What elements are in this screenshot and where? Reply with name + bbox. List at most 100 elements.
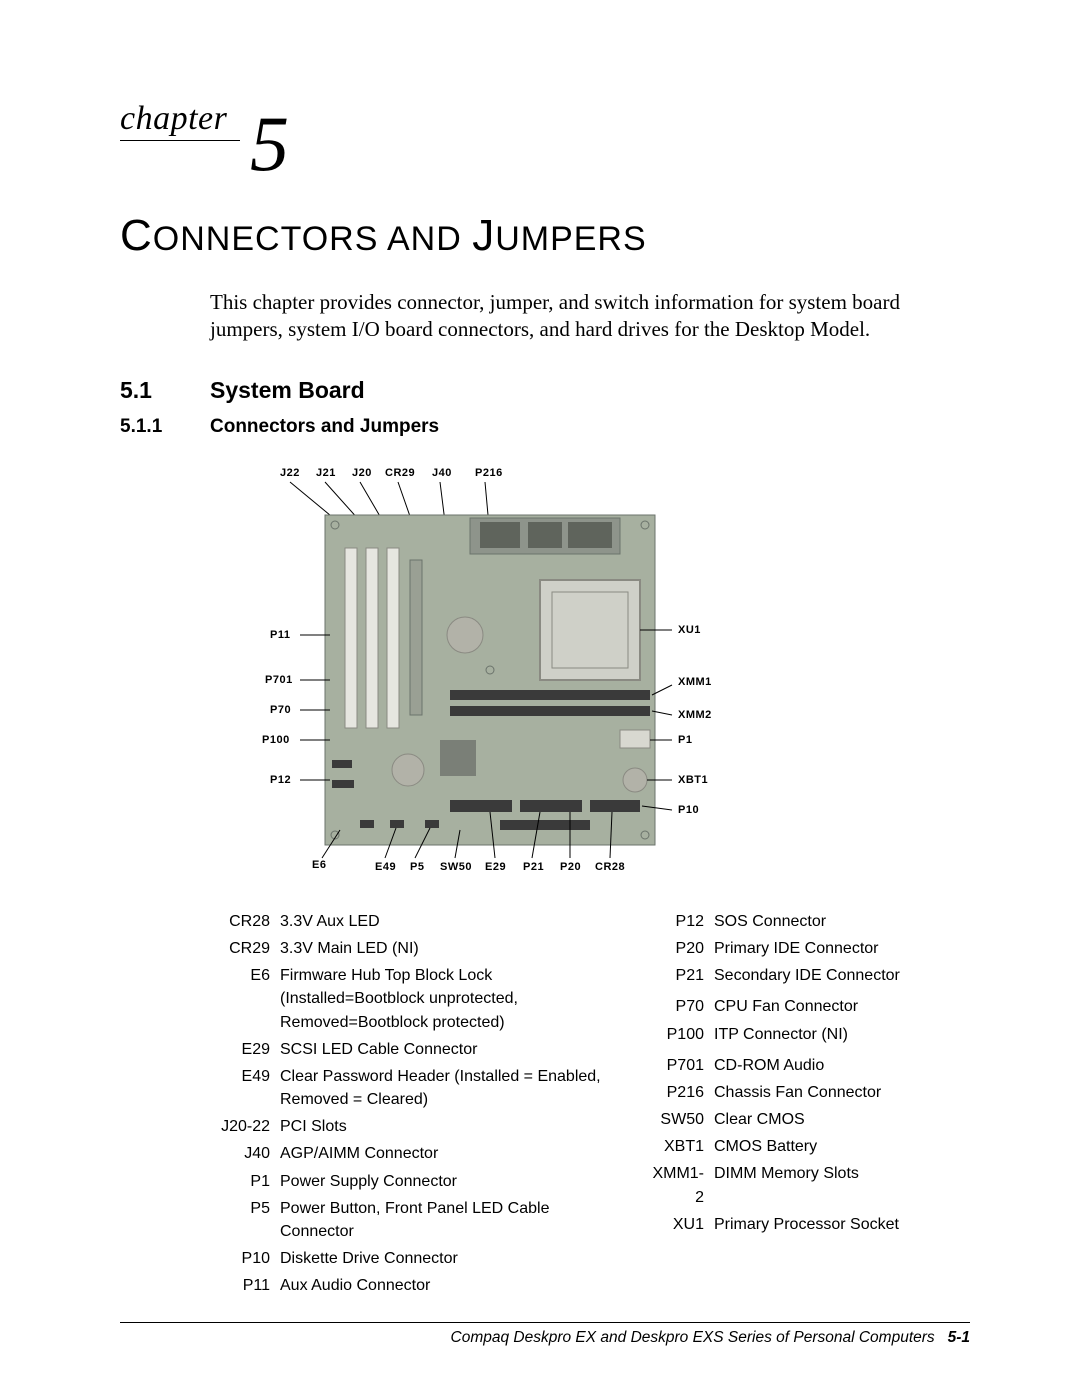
- svg-text:P21: P21: [523, 861, 544, 873]
- svg-text:E6: E6: [312, 859, 326, 871]
- connector-desc: Primary IDE Connector: [714, 937, 970, 960]
- svg-text:J40: J40: [432, 467, 452, 479]
- connector-desc: PCI Slots: [280, 1115, 620, 1138]
- connector-desc: Primary Processor Socket: [714, 1213, 970, 1236]
- connector-desc: SOS Connector: [714, 910, 970, 933]
- svg-text:P216: P216: [475, 467, 503, 479]
- connector-desc: 3.3V Aux LED: [280, 910, 620, 933]
- connector-id: J20-22: [210, 1115, 270, 1138]
- svg-text:P11: P11: [270, 629, 290, 641]
- connector-id: XBT1: [644, 1135, 704, 1158]
- subsection-heading: 5.1.1 Connectors and Jumpers: [120, 416, 970, 438]
- motherboard-diagram: J22 J21 J20 CR29 J40 P216: [240, 460, 970, 880]
- table-row: J20-22 PCI Slots: [210, 1115, 620, 1138]
- svg-text:J21: J21: [316, 467, 336, 479]
- table-row: J40 AGP/AIMM Connector: [210, 1142, 620, 1165]
- connector-id: CR29: [210, 937, 270, 960]
- table-row: P10 Diskette Drive Connector: [210, 1247, 620, 1270]
- table-row: P5Power Button, Front Panel LED Cable Co…: [210, 1197, 620, 1243]
- subsection-number: 5.1.1: [120, 416, 210, 438]
- connector-id: P10: [210, 1247, 270, 1270]
- subsection-title: Connectors and Jumpers: [210, 416, 439, 438]
- intro-paragraph: This chapter provides connector, jumper,…: [210, 289, 970, 343]
- svg-text:XBT1: XBT1: [678, 774, 708, 786]
- connector-id: E6: [210, 964, 270, 1034]
- table-row: XU1 Primary Processor Socket: [644, 1213, 970, 1236]
- footer-doc-title: Compaq Deskpro EX and Deskpro EXS Series…: [451, 1329, 935, 1346]
- table-row: P70 CPU Fan Connector: [644, 995, 970, 1018]
- chapter-word: chapter: [120, 100, 227, 138]
- svg-text:XMM1: XMM1: [678, 676, 712, 688]
- connector-id: P216: [644, 1081, 704, 1104]
- chapter-number: 5: [250, 117, 289, 172]
- table-row: P11Aux Audio Connector: [210, 1274, 620, 1297]
- connector-desc: Power Button, Front Panel LED Cable Conn…: [280, 1197, 620, 1243]
- section-title: System Board: [210, 377, 365, 404]
- table-row: P21 Secondary IDE Connector: [644, 964, 970, 987]
- section-number: 5.1: [120, 377, 210, 404]
- connector-desc: Diskette Drive Connector: [280, 1247, 620, 1270]
- connector-id: XMM1-2: [644, 1162, 704, 1208]
- connector-id: XU1: [644, 1213, 704, 1236]
- table-row: P12 SOS Connector: [644, 910, 970, 933]
- svg-text:XU1: XU1: [678, 624, 701, 636]
- connector-desc: Aux Audio Connector: [280, 1274, 620, 1297]
- chapter-heading: chapter: [120, 100, 240, 141]
- table-row: XBT1 CMOS Battery: [644, 1135, 970, 1158]
- page-title: CONNECTORS AND JUMPERS: [120, 211, 970, 261]
- connector-id: P70: [644, 995, 704, 1018]
- connector-desc: CD-ROM Audio: [714, 1054, 970, 1077]
- svg-text:E29: E29: [485, 861, 506, 873]
- table-row: P1Power Supply Connector: [210, 1170, 620, 1193]
- table-row: P701 CD-ROM Audio: [644, 1054, 970, 1077]
- svg-text:P12: P12: [270, 774, 291, 786]
- table-row: P20 Primary IDE Connector: [644, 937, 970, 960]
- table-row: XMM1-2DIMM Memory Slots: [644, 1162, 970, 1208]
- svg-text:J22: J22: [280, 467, 300, 479]
- connector-id: P701: [644, 1054, 704, 1077]
- section-heading: 5.1 System Board: [120, 377, 970, 404]
- connector-id: CR28: [210, 910, 270, 933]
- svg-text:P5: P5: [410, 861, 424, 873]
- connector-desc: Chassis Fan Connector: [714, 1081, 970, 1104]
- svg-text:SW50: SW50: [440, 861, 472, 873]
- svg-text:P1: P1: [678, 734, 692, 746]
- connector-id: P12: [644, 910, 704, 933]
- svg-text:P100: P100: [262, 734, 290, 746]
- connector-desc: Clear Password Header (Installed = Enabl…: [280, 1065, 620, 1111]
- connector-desc: Clear CMOS: [714, 1108, 970, 1131]
- svg-text:E49: E49: [375, 861, 396, 873]
- connector-tables: CR28 3.3V Aux LED CR293.3V Main LED (NI) E6…: [210, 910, 970, 1302]
- table-row: P100 ITP Connector (NI): [644, 1023, 970, 1046]
- svg-text:J20: J20: [352, 467, 372, 479]
- connector-id: P20: [644, 937, 704, 960]
- table-row: P216 Chassis Fan Connector: [644, 1081, 970, 1104]
- table-row: CR28 3.3V Aux LED: [210, 910, 620, 933]
- table-row: E29 SCSI LED Cable Connector: [210, 1038, 620, 1061]
- connector-desc: SCSI LED Cable Connector: [280, 1038, 620, 1061]
- connector-id: P5: [210, 1197, 270, 1243]
- connector-id: P21: [644, 964, 704, 987]
- connector-desc: AGP/AIMM Connector: [280, 1142, 620, 1165]
- connector-table-right: P12 SOS Connector P20 Primary IDE Connector…: [644, 910, 970, 1302]
- connector-desc: CPU Fan Connector: [714, 995, 970, 1018]
- connector-desc: Firmware Hub Top Block Lock (Installed=B…: [280, 964, 620, 1034]
- svg-text:P10: P10: [678, 804, 699, 816]
- connector-desc: DIMM Memory Slots: [714, 1162, 970, 1208]
- svg-text:CR29: CR29: [385, 467, 415, 479]
- table-row: E6Firmware Hub Top Block Lock (Installed…: [210, 964, 620, 1034]
- svg-text:P20: P20: [560, 861, 581, 873]
- connector-id: J40: [210, 1142, 270, 1165]
- connector-id: P1: [210, 1170, 270, 1193]
- svg-text:P701: P701: [265, 674, 293, 686]
- connector-desc: ITP Connector (NI): [714, 1023, 970, 1046]
- connector-id: E29: [210, 1038, 270, 1061]
- connector-desc: Secondary IDE Connector: [714, 964, 970, 987]
- svg-text:XMM2: XMM2: [678, 709, 712, 721]
- connector-table-left: CR28 3.3V Aux LED CR293.3V Main LED (NI) E6…: [210, 910, 620, 1302]
- table-row: CR293.3V Main LED (NI): [210, 937, 620, 960]
- connector-id: P100: [644, 1023, 704, 1046]
- svg-text:CR28: CR28: [595, 861, 625, 873]
- connector-id: E49: [210, 1065, 270, 1111]
- connector-desc: CMOS Battery: [714, 1135, 970, 1158]
